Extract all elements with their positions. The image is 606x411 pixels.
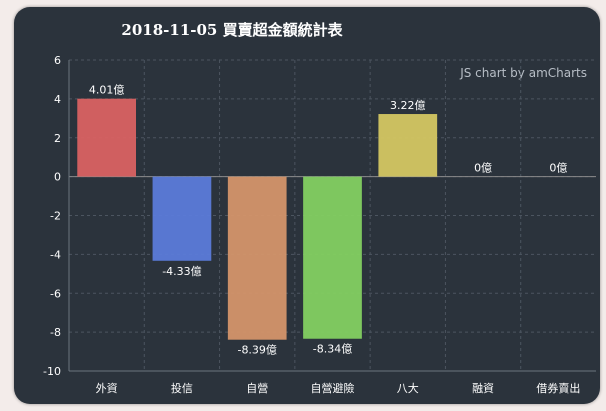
data-label: 0億: [549, 162, 567, 175]
y-tick-label: 2: [54, 132, 61, 145]
y-tick-label: -6: [50, 287, 61, 300]
x-category-label: 外資: [96, 382, 118, 395]
x-category-label: 投信: [171, 381, 193, 395]
data-label: 3.22億: [390, 99, 426, 112]
bar-3[interactable]: [227, 176, 287, 340]
y-axis: -10 -8 -6 -4 -2 0 2 4 6: [43, 54, 70, 378]
y-tick-label: -4: [50, 248, 61, 261]
x-category-label: 自營: [246, 382, 268, 395]
chart-title: 2018-11-05 買賣超金額統計表: [121, 21, 343, 39]
x-category-label: 八大: [397, 381, 419, 395]
y-tick-label: 0: [54, 171, 61, 184]
bar-2[interactable]: [152, 176, 212, 261]
x-axis: 外資 投信 自營 自營避險 八大 融資 借券賣出: [69, 370, 596, 395]
y-tick-label: -2: [50, 210, 61, 223]
x-category-label: 融資: [472, 382, 494, 395]
data-label: -4.33億: [162, 265, 201, 278]
data-label: 4.01億: [89, 84, 125, 97]
data-label: 0億: [474, 162, 492, 175]
data-label: -8.39億: [237, 344, 276, 357]
y-tick-label: -10: [43, 365, 61, 378]
bar-chart: 2018-11-05 買賣超金額統計表 JS chart by amCharts…: [43, 21, 596, 395]
y-tick-label: 4: [54, 93, 61, 106]
bar-5[interactable]: [378, 114, 438, 177]
data-labels: 4.01億 -4.33億 -8.39億 -8.34億 3.22億 0億 0億: [89, 84, 567, 357]
amcharts-credit-link[interactable]: JS chart by amCharts: [459, 66, 587, 80]
bar-1[interactable]: [77, 98, 137, 177]
y-tick-label: 6: [54, 54, 61, 67]
y-tick-label: -8: [50, 326, 61, 339]
data-label: -8.34億: [313, 343, 352, 356]
x-category-label: 自營避險: [311, 381, 355, 395]
bars: [77, 98, 438, 340]
bar-4[interactable]: [303, 176, 362, 339]
x-category-label: 借券賣出: [536, 381, 580, 395]
